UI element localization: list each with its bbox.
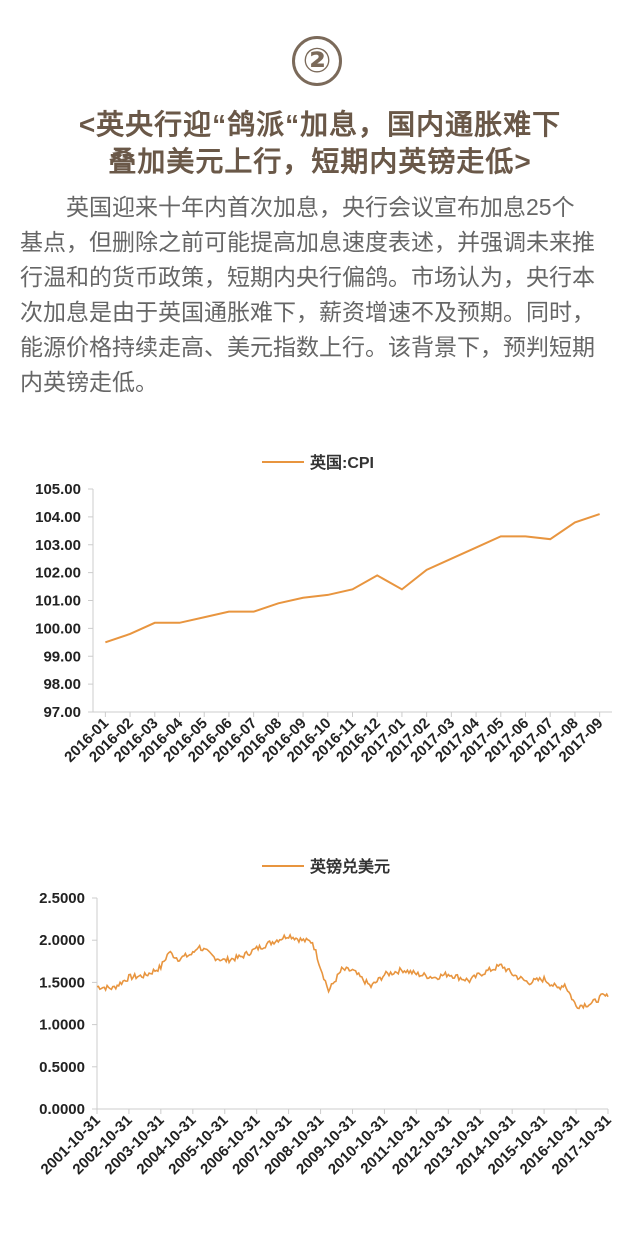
body-line: 英国迎来十年内首次加息，央行会议宣布加息25个 xyxy=(66,194,575,220)
uk-cpi-line-chart: 英国:CPI 97.00 98.00 99.00 100.00 101.00 102.00 1… xyxy=(35,453,612,766)
section-number-badge: ② xyxy=(292,36,342,86)
y-tick-label: 101.00 xyxy=(35,593,81,610)
body-line: 内英镑走低。 xyxy=(20,369,158,395)
series-line-gbp-usd xyxy=(96,932,609,1010)
y-tick-label: 2.5000 xyxy=(39,890,85,907)
y-tick-label: 99.00 xyxy=(43,648,81,665)
gbp-usd-line-chart: 英镑兑美元 0.0000 0.5000 1.0000 1.5000 2.0000 2.500… xyxy=(38,857,615,1178)
y-tick-label: 0.5000 xyxy=(39,1059,85,1076)
y-tick-label: 1.5000 xyxy=(39,974,85,991)
series-line-uk-cpi xyxy=(105,513,600,644)
body-line: 次加息是由于英国通胀难下，薪资增速不及预期。同时， xyxy=(20,299,595,325)
headline-line-1: <英央行迎“鸽派“加息，国内通胀难下 xyxy=(78,109,562,140)
body-paragraph: 英国迎来十年内首次加息，央行会议宣布加息25个 基点，但删除之前可能提高加息速度… xyxy=(20,190,640,400)
legend-label: 英国:CPI xyxy=(309,453,374,472)
y-tick-label: 104.00 xyxy=(35,509,81,526)
y-tick-label: 0.0000 xyxy=(39,1101,85,1118)
y-tick-label: 102.00 xyxy=(35,565,81,582)
y-tick-label: 2.0000 xyxy=(39,932,85,949)
body-line: 能源价格持续走高、美元指数上行。该背景下，预判短期 xyxy=(20,334,595,360)
body-line: 行温和的货币政策，短期内央行偏鸽。市场认为，央行本 xyxy=(20,264,595,290)
y-tick-label: 103.00 xyxy=(35,537,81,554)
body-line: 基点，但删除之前可能提高加息速度表述，并强调未来推 xyxy=(20,229,595,255)
y-tick-label: 97.00 xyxy=(43,704,81,721)
y-tick-label: 1.0000 xyxy=(39,1017,85,1034)
legend-label: 英镑兑美元 xyxy=(309,857,390,876)
y-tick-label: 105.00 xyxy=(35,481,81,498)
headline-line-2: 叠加美元上行，短期内英镑走低> xyxy=(108,146,532,177)
y-tick-label: 98.00 xyxy=(43,676,81,693)
y-tick-label: 100.00 xyxy=(35,620,81,637)
